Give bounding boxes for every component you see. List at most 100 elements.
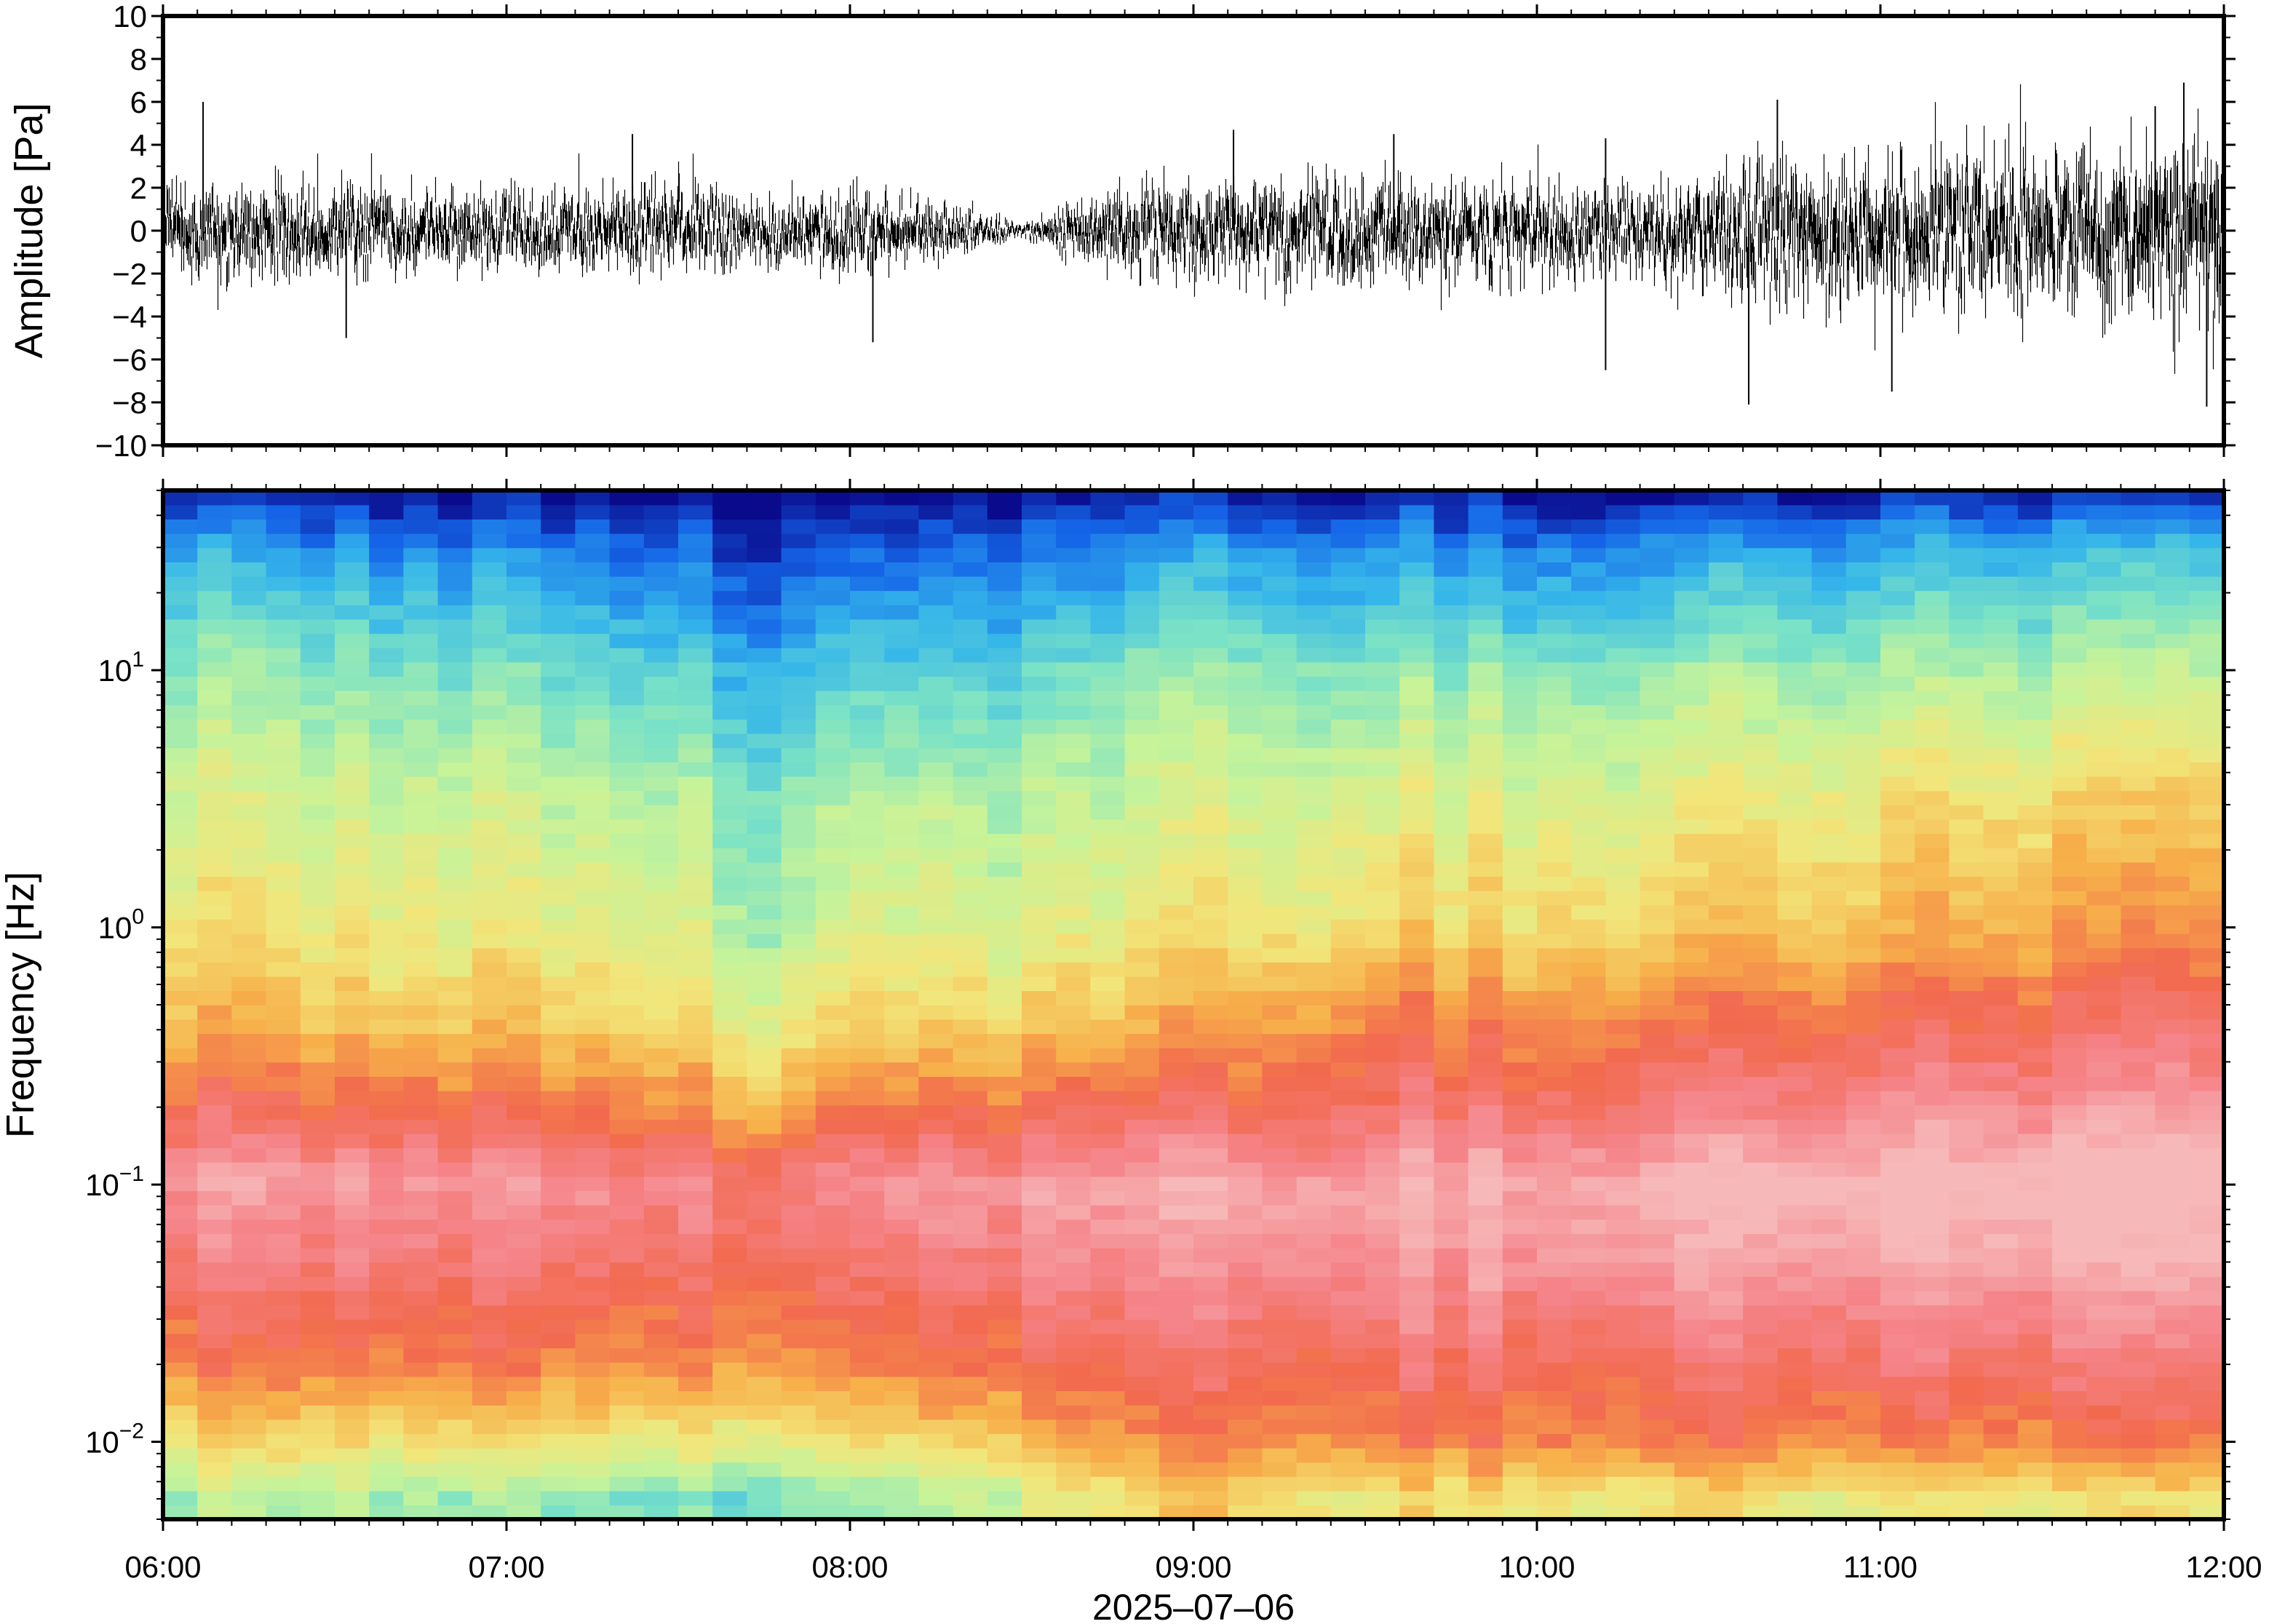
spectrogram-cell: [1709, 1204, 1744, 1220]
spectrogram-cell: [1056, 762, 1092, 777]
spectrogram-cell: [884, 833, 920, 848]
spectrogram-cell: [369, 1433, 405, 1449]
spectrogram-cell: [1743, 819, 1779, 835]
spectrogram-cell: [1330, 947, 1366, 963]
spectrogram-cell: [403, 1333, 439, 1349]
spectrogram-cell: [884, 1462, 920, 1477]
spectrogram-cell: [850, 1219, 885, 1234]
spectrogram-cell: [2189, 1319, 2224, 1334]
spectrogram-cell: [437, 533, 473, 549]
spectrogram-cell: [1605, 861, 1641, 877]
spectrogram-cell: [1605, 1333, 1641, 1349]
spectrogram-cell: [1399, 1219, 1435, 1234]
spectrogram-cell: [1880, 805, 1915, 820]
spectrogram-cell: [1983, 1119, 2019, 1134]
spectrogram-cell: [2121, 1276, 2156, 1291]
spectrogram-cell: [918, 890, 954, 906]
spectrogram-cell: [1090, 504, 1126, 520]
spectrogram-cell: [884, 519, 920, 534]
spectrogram-cell: [2052, 1047, 2087, 1063]
spectrogram-cell: [678, 547, 713, 562]
spectrogram-cell: [2017, 1433, 2053, 1449]
spectrogram-cell: [609, 1005, 645, 1020]
spectrogram-cell: [1159, 733, 1194, 749]
spectrogram-cell: [1845, 833, 1881, 848]
spectrogram-cell: [1056, 1390, 1092, 1406]
spectrogram-cell: [1159, 676, 1194, 691]
spectrogram-cell: [1949, 1376, 1984, 1391]
spectrogram-cell: [1228, 1176, 1263, 1192]
spectrogram-cell: [1845, 1404, 1881, 1420]
waveform-y-tick-label: 2: [130, 171, 147, 205]
spectrogram-cell: [747, 1204, 782, 1220]
spectrogram-cell: [1845, 861, 1881, 877]
spectrogram-cell: [1159, 1362, 1194, 1377]
spectrogram-cell: [953, 1147, 988, 1163]
spectrogram-cell: [1502, 819, 1538, 835]
spectrogram-cell: [1399, 676, 1435, 691]
spectrogram-cell: [1468, 661, 1503, 677]
spectrogram-cell: [1022, 533, 1057, 549]
spectrogram-cell: [1090, 1090, 1126, 1106]
spectrogram-cell: [1709, 1005, 1744, 1020]
spectrogram-cell: [335, 1490, 370, 1506]
spectrogram-cell: [403, 947, 439, 963]
spectrogram-cell: [781, 661, 816, 677]
spectrogram-cell: [918, 776, 954, 792]
spectrogram-cell: [1399, 576, 1435, 592]
spectrogram-cell: [643, 1062, 679, 1077]
spectrogram-cell: [1159, 1505, 1194, 1519]
spectrogram-cell: [1262, 661, 1298, 677]
spectrogram-cell: [815, 890, 851, 906]
spectrogram-cell: [1571, 1176, 1607, 1192]
spectrogram-cell: [918, 648, 954, 663]
spectrogram-cell: [643, 1362, 679, 1377]
spectrogram-cell: [1434, 1233, 1469, 1249]
spectrogram-cell: [1124, 661, 1160, 677]
spectrogram-cell: [1159, 848, 1194, 863]
spectrogram-cell: [1949, 1476, 1984, 1492]
spectrogram-cell: [1845, 519, 1881, 534]
spectrogram-cell: [1468, 1490, 1503, 1506]
spectrogram-cell: [712, 676, 748, 691]
spectrogram-cell: [1022, 1005, 1057, 1020]
spectrogram-cell: [678, 1462, 713, 1477]
spectrogram-cell: [1502, 1419, 1538, 1434]
spectrogram-cell: [1709, 1119, 1744, 1134]
spectrogram-cell: [884, 962, 920, 977]
spectrogram-cell: [163, 1447, 198, 1463]
spectrogram-cell: [815, 1005, 851, 1020]
spectrogram-cell: [1228, 1362, 1263, 1377]
spectrogram-cell: [506, 1247, 541, 1263]
spectrogram-cell: [1983, 1404, 2019, 1420]
spectrogram-cell: [1983, 1348, 2019, 1363]
spectrogram-cell: [1674, 533, 1709, 549]
spectrogram-cell: [815, 861, 851, 877]
spectrogram-cell: [1777, 1162, 1813, 1177]
spectrogram-cell: [1090, 1147, 1126, 1163]
spectrogram-cell: [918, 504, 954, 520]
spectrogram-cell: [1743, 1319, 1779, 1334]
spectrogram-cell: [712, 833, 748, 848]
spectrogram-cell: [747, 1005, 782, 1020]
spectrogram-cell: [2052, 719, 2087, 734]
spectrogram-cell: [747, 819, 782, 835]
spectrogram-cell: [1502, 1019, 1538, 1034]
spectrogram-cell: [781, 1219, 816, 1234]
spectrogram-cell: [1468, 1390, 1503, 1406]
spectrogram-cell: [1434, 1333, 1469, 1349]
spectrogram-cell: [266, 919, 301, 934]
spectrogram-cell: [1193, 547, 1228, 562]
spectrogram-cell: [300, 919, 335, 934]
spectrogram-cell: [300, 1176, 335, 1192]
spectrogram-cell: [747, 1047, 782, 1063]
spectrogram-cell: [369, 1276, 405, 1291]
spectrogram-cell: [1330, 848, 1366, 863]
spectrogram-cell: [953, 1104, 988, 1120]
spectrogram-cell: [1468, 1262, 1503, 1277]
spectrogram-cell: [2155, 547, 2190, 562]
spectrogram-cell: [1537, 490, 1572, 506]
spectrogram-cell: [266, 1390, 301, 1406]
spectrogram-cell: [437, 976, 473, 992]
spectrogram-cell: [300, 1104, 335, 1120]
